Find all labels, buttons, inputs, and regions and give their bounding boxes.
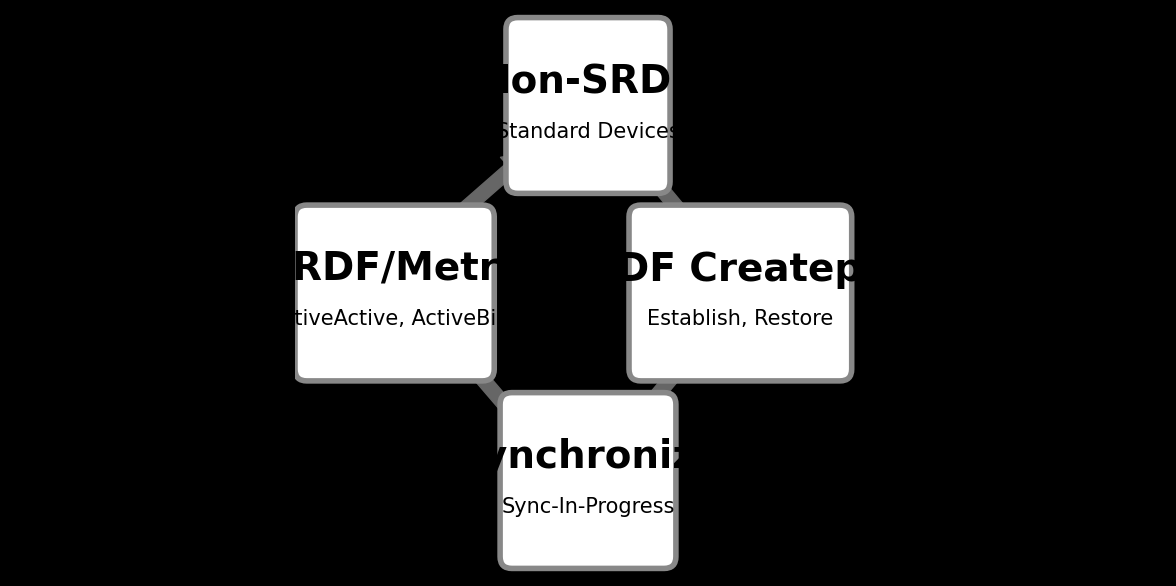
Text: SRDF/Metro: SRDF/Metro	[265, 251, 524, 288]
Text: Synchronize: Synchronize	[454, 438, 722, 476]
Text: Establish, Restore: Establish, Restore	[647, 309, 834, 329]
Text: Non-SRDF: Non-SRDF	[479, 63, 697, 101]
Text: SRDF Createpair: SRDF Createpair	[560, 251, 921, 288]
FancyArrowPatch shape	[459, 352, 535, 438]
FancyBboxPatch shape	[295, 205, 494, 381]
Text: Standard Devices: Standard Devices	[496, 122, 680, 142]
FancyBboxPatch shape	[629, 205, 851, 381]
FancyArrowPatch shape	[635, 347, 699, 422]
FancyArrowPatch shape	[432, 152, 529, 240]
FancyBboxPatch shape	[506, 18, 670, 193]
FancyArrowPatch shape	[635, 159, 700, 234]
Text: Sync-In-Progress: Sync-In-Progress	[501, 497, 675, 517]
FancyBboxPatch shape	[500, 393, 676, 568]
Text: ActiveActive, ActiveBias: ActiveActive, ActiveBias	[269, 309, 520, 329]
